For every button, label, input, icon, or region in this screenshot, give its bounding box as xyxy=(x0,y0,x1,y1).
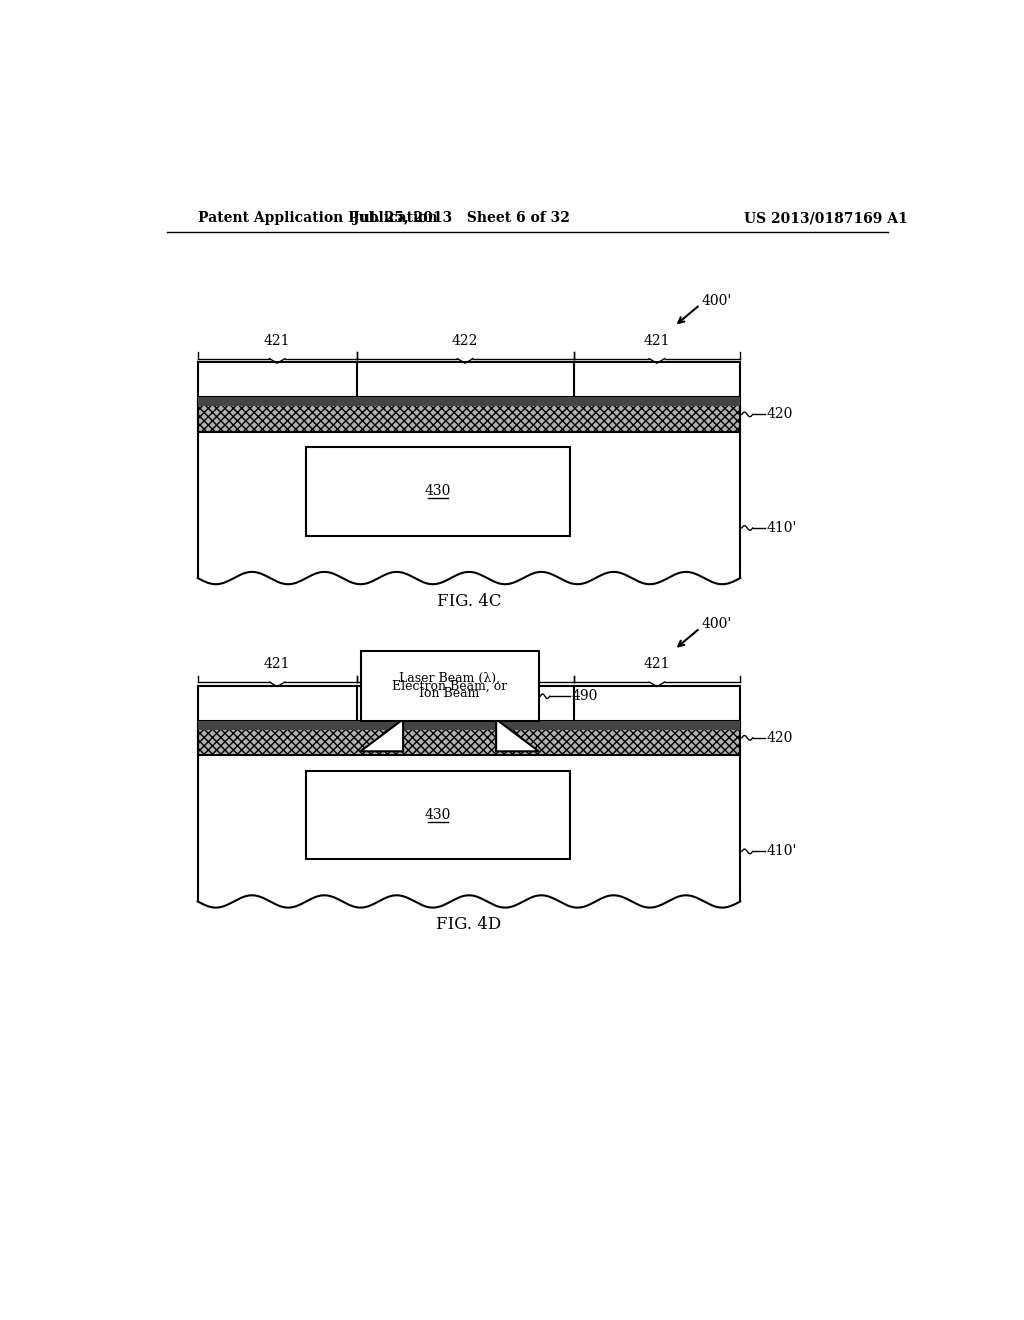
Bar xyxy=(198,397,740,432)
Polygon shape xyxy=(360,684,539,751)
Text: 490: 490 xyxy=(571,689,598,704)
Text: Patent Application Publication: Patent Application Publication xyxy=(198,211,437,226)
Text: 422: 422 xyxy=(452,657,478,671)
Text: 410': 410' xyxy=(767,521,797,535)
Text: 400': 400' xyxy=(701,618,732,631)
Text: 420: 420 xyxy=(767,408,793,421)
Text: FIG. 4C: FIG. 4C xyxy=(437,593,502,610)
Text: 430: 430 xyxy=(425,484,452,499)
Text: 410': 410' xyxy=(767,845,797,858)
Text: 421: 421 xyxy=(644,334,670,348)
Bar xyxy=(306,771,569,859)
Bar xyxy=(360,651,539,721)
Bar xyxy=(198,721,740,730)
Text: 422: 422 xyxy=(452,334,478,348)
Text: Laser Beam (λ),: Laser Beam (λ), xyxy=(399,672,500,685)
Text: 400': 400' xyxy=(701,294,732,308)
Text: Jul. 25, 2013   Sheet 6 of 32: Jul. 25, 2013 Sheet 6 of 32 xyxy=(353,211,569,226)
Text: 420: 420 xyxy=(767,731,793,744)
Bar xyxy=(198,397,740,407)
Text: FIG. 4D: FIG. 4D xyxy=(436,916,502,933)
Bar xyxy=(306,447,569,536)
Text: Ion Beam: Ion Beam xyxy=(420,686,480,700)
Text: 421: 421 xyxy=(264,334,291,348)
Text: 421: 421 xyxy=(264,657,291,671)
Text: US 2013/0187169 A1: US 2013/0187169 A1 xyxy=(743,211,907,226)
Bar xyxy=(198,721,740,755)
Text: 421: 421 xyxy=(644,657,670,671)
Text: 430: 430 xyxy=(425,808,452,822)
Text: Electron Beam, or: Electron Beam, or xyxy=(392,680,507,693)
